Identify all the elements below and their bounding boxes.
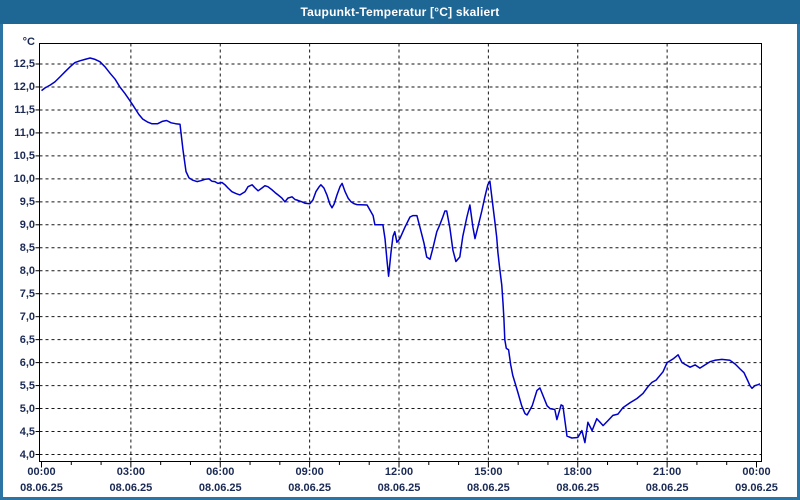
y-axis-label: 4,0 [19,448,35,461]
y-axis-label: 10,0 [13,172,35,185]
y-axis-label: 6,0 [19,356,35,369]
window-border-left [0,24,3,500]
y-axis-label: 8,0 [19,264,35,277]
window-border-bottom [0,497,800,500]
y-axis-label: 6,5 [19,333,35,346]
y-axis-label: 8,5 [19,241,35,254]
y-axis-label: 7,5 [19,287,35,300]
x-axis-time-label: 21:00 [653,466,682,478]
y-axis-label: 5,5 [19,379,35,392]
y-axis-label: 5,0 [19,402,35,415]
y-axis-label: 12,5 [13,58,35,70]
plot-border [39,43,762,462]
x-axis-time-label: 03:00 [116,466,145,478]
y-axis-label: 9,0 [19,218,35,231]
y-axis-label: 4,5 [19,425,35,438]
y-axis-label: 9,5 [19,195,35,208]
window-title: Taupunkt-Temperatur [°C] skaliert [300,5,500,19]
x-axis-date-label: 08.06.25 [466,482,510,494]
x-axis-time-label: 18:00 [563,466,592,478]
window-border-right [797,24,800,500]
x-axis-date-label: 08.06.25 [556,482,600,494]
x-axis-date-label: 08.06.25 [645,482,689,494]
y-axis-label: 10,5 [13,149,35,162]
y-axis-label: 12,0 [13,80,35,93]
y-axis-unit-label: °C [22,36,35,48]
x-axis-time-label: 09:00 [295,466,324,478]
y-axis-label: 7,0 [19,310,35,323]
x-axis-date-label: 08.06.25 [377,482,421,494]
x-axis-time-label: 06:00 [206,466,235,478]
x-axis-time-label: 15:00 [474,466,503,478]
x-axis-date-label: 08.06.25 [198,482,242,494]
y-axis-label: 11,5 [14,103,35,116]
temperature-line [41,57,761,444]
x-axis-date-label: 08.06.25 [109,482,153,494]
title-bar: Taupunkt-Temperatur [°C] skaliert [0,0,800,24]
x-axis-time-label: 12:00 [384,466,414,478]
x-axis-date-label: 08.06.25 [288,482,332,494]
x-axis-time-label: 00:00 [742,466,771,478]
x-axis-date-label: 08.06.25 [20,482,63,494]
x-axis-time-label: 00:00 [27,466,56,478]
x-axis-date-label: 09.06.25 [735,482,778,494]
y-axis-label: 11,0 [14,126,35,139]
